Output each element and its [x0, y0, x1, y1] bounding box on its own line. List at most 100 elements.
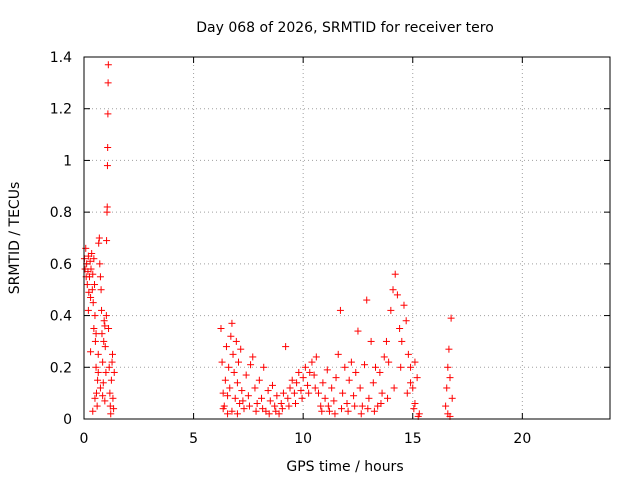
data-point [229, 350, 237, 358]
data-point [273, 392, 281, 400]
data-point [92, 330, 100, 338]
data-point [376, 368, 384, 376]
data-point [264, 387, 272, 395]
data-point [99, 358, 107, 366]
data-point [293, 379, 301, 387]
data-point [301, 363, 309, 371]
data-points [80, 61, 456, 420]
data-point [331, 410, 339, 418]
data-point [284, 394, 292, 402]
data-point [410, 405, 418, 413]
data-point [101, 322, 109, 330]
data-point [442, 402, 450, 410]
data-point [444, 363, 452, 371]
data-point [93, 402, 101, 410]
data-point [387, 306, 395, 314]
data-point [96, 260, 104, 268]
data-point [317, 402, 325, 410]
data-point [86, 257, 94, 265]
data-point [87, 265, 95, 273]
data-point [347, 358, 355, 366]
data-point [96, 273, 104, 281]
data-point [304, 381, 312, 389]
data-point [350, 392, 358, 400]
data-point [99, 392, 107, 400]
data-point [228, 319, 236, 327]
data-point [222, 343, 230, 351]
data-point [231, 394, 239, 402]
data-point [227, 332, 235, 340]
data-point [297, 387, 305, 395]
data-point [404, 350, 412, 358]
data-point [219, 405, 227, 413]
data-point [108, 358, 116, 366]
data-point [397, 363, 405, 371]
plot-frame [83, 56, 611, 420]
data-point [224, 392, 232, 400]
data-point [108, 350, 116, 358]
data-point [228, 407, 236, 415]
x-tick-label: 0 [80, 431, 89, 447]
data-point [336, 306, 344, 314]
data-point [226, 384, 234, 392]
data-point [311, 384, 319, 392]
data-point [363, 296, 371, 304]
data-point [233, 379, 241, 387]
data-point [217, 325, 225, 332]
data-point [92, 363, 100, 371]
data-point [378, 389, 386, 397]
data-point [94, 376, 102, 384]
data-point [328, 384, 336, 392]
data-point [448, 394, 456, 402]
data-point [344, 407, 352, 415]
data-point [396, 325, 404, 332]
data-point [341, 363, 349, 371]
data-point [88, 286, 96, 294]
data-point [100, 317, 108, 325]
data-point [218, 358, 226, 366]
data-point [104, 79, 112, 87]
x-axis-label: GPS time / hours [286, 459, 403, 475]
data-point [88, 250, 96, 258]
data-point [87, 293, 95, 301]
data-point [104, 61, 112, 69]
data-point [367, 337, 375, 345]
data-point [105, 363, 113, 371]
x-tick-label: 5 [189, 431, 198, 447]
data-point [323, 366, 331, 374]
data-point [91, 312, 99, 320]
data-point [103, 237, 111, 245]
data-point [252, 407, 260, 415]
data-point [409, 384, 417, 392]
data-point [91, 394, 99, 402]
data-point [357, 410, 365, 418]
y-tick-label: 1.2 [50, 102, 72, 118]
data-point [332, 374, 340, 382]
data-point [377, 399, 385, 407]
data-point [382, 337, 390, 345]
data-point [238, 387, 246, 395]
data-point [84, 306, 92, 314]
data-point [233, 410, 241, 418]
data-point [319, 379, 327, 387]
data-point [266, 397, 274, 405]
data-point [101, 343, 109, 351]
data-point [232, 337, 240, 345]
data-point [282, 343, 290, 351]
data-point [312, 353, 320, 361]
data-point [95, 239, 103, 247]
data-point [365, 394, 373, 402]
data-point [288, 376, 296, 384]
axis-ticks: 0 5 10 15 20 0 0.2 0.4 0.6 0.8 1 1.2 1.4 [50, 50, 610, 447]
data-point [103, 162, 111, 170]
y-tick-label: 1.4 [50, 50, 72, 66]
x-tick-label: 20 [513, 431, 531, 447]
data-point [370, 407, 378, 415]
data-point [258, 394, 266, 402]
data-point [245, 402, 253, 410]
data-point [277, 399, 285, 407]
data-point [219, 389, 227, 397]
data-point [110, 368, 118, 376]
data-point [100, 337, 108, 345]
